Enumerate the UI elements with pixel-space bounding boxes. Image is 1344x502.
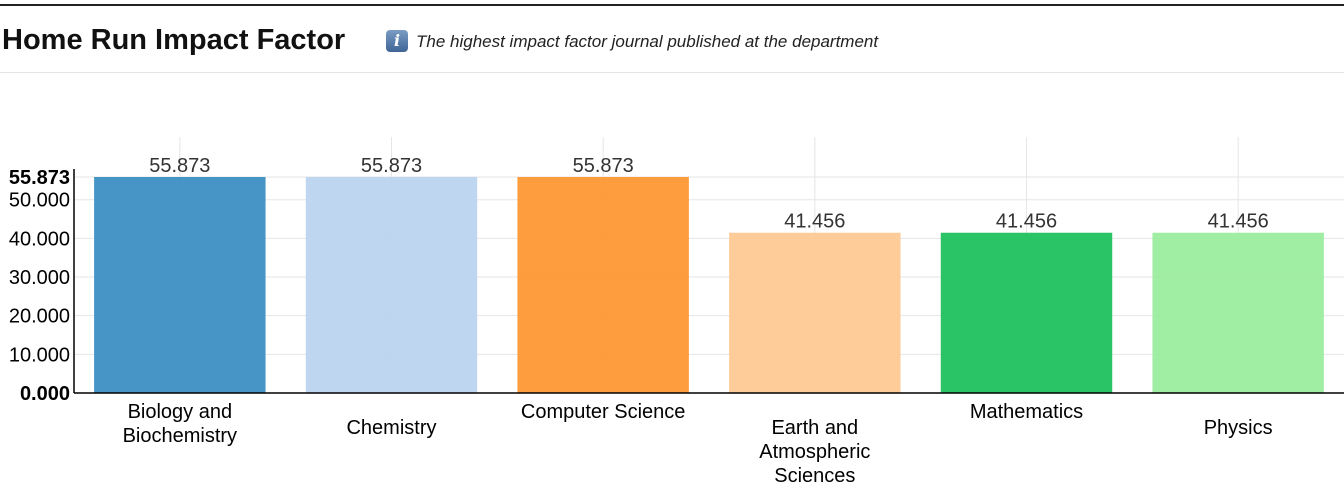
bar[interactable] (729, 232, 901, 393)
y-tick-label: 10.000 (9, 344, 70, 366)
y-tick-label: 30.000 (9, 267, 70, 289)
chart-title: Home Run Impact Factor (2, 24, 346, 56)
category-label-line: Chemistry (346, 417, 436, 439)
data-label: 41.456 (996, 211, 1057, 233)
category-label-line: Computer Science (521, 401, 686, 423)
y-tick-label: 40.000 (9, 228, 70, 250)
category-label: Chemistry (346, 417, 436, 439)
category-label: Biology and Biochemistry (123, 401, 237, 447)
y-tick-label: 20.000 (9, 306, 70, 328)
category-label: Mathematics (970, 401, 1083, 423)
category-label-line: Physics (1204, 417, 1273, 439)
bar[interactable] (305, 177, 478, 393)
data-label: 41.456 (1208, 211, 1269, 233)
bar[interactable] (940, 232, 1113, 393)
data-label: 41.456 (784, 211, 845, 233)
category-label-line: Biology and (128, 401, 233, 423)
category-label: Physics (1204, 417, 1273, 439)
bar[interactable] (94, 177, 266, 393)
category-label-line: Biochemistry (123, 425, 237, 447)
bar[interactable] (1152, 232, 1324, 393)
data-label: 55.873 (149, 155, 210, 177)
y-tick-label: 55.873 (9, 167, 70, 189)
top-rule (0, 4, 1344, 6)
category-label-line: Sciences (774, 465, 855, 487)
category-label: Earth and Atmospheric Sciences (759, 417, 870, 487)
category-label: Computer Science (521, 401, 686, 423)
y-tick-label: 0.000 (20, 383, 70, 405)
info-icon[interactable]: i (386, 30, 408, 52)
category-label-line: Atmospheric (759, 441, 870, 463)
category-label-line: Mathematics (970, 401, 1083, 423)
chart-subtitle: The highest impact factor journal publis… (416, 32, 879, 51)
chart-header: Home Run Impact Factor i The highest imp… (0, 20, 1344, 73)
data-label: 55.873 (573, 155, 634, 177)
y-tick-label: 50.000 (9, 190, 70, 212)
category-label-line: Earth and (771, 417, 858, 439)
data-label: 55.873 (361, 155, 422, 177)
bar[interactable] (517, 177, 689, 393)
